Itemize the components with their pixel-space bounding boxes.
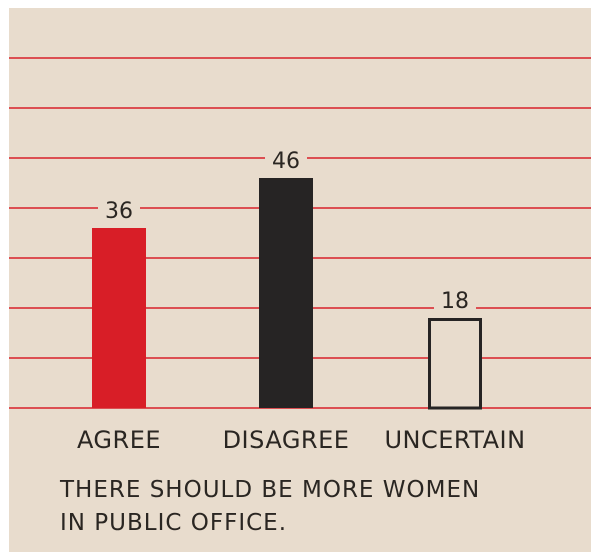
bar-uncertain — [428, 318, 482, 410]
value-label-backdrop — [434, 287, 476, 311]
category-label-uncertain: UNCERTAIN — [384, 426, 525, 454]
value-label-backdrop — [265, 147, 307, 171]
bar-chart: 36 AGREE 46 DISAGREE 18 UNCERTAIN — [9, 57, 591, 454]
chart-caption: THERE SHOULD BE MORE WOMEN IN PUBLIC OFF… — [60, 474, 580, 540]
bar-agree — [92, 228, 146, 408]
caption-line-1: THERE SHOULD BE MORE WOMEN — [60, 477, 481, 503]
category-label-disagree: DISAGREE — [223, 426, 350, 454]
bar-disagree — [259, 178, 313, 408]
value-label-agree: 36 — [105, 199, 133, 224]
value-label-uncertain: 18 — [441, 289, 469, 314]
caption-line-2: IN PUBLIC OFFICE. — [60, 510, 287, 536]
value-label-backdrop — [98, 197, 140, 221]
value-label-disagree: 46 — [272, 149, 300, 174]
category-label-agree: AGREE — [77, 426, 161, 454]
chart-panel: 36 AGREE 46 DISAGREE 18 UNCERTAIN THERE SHOUL… — [9, 8, 591, 552]
